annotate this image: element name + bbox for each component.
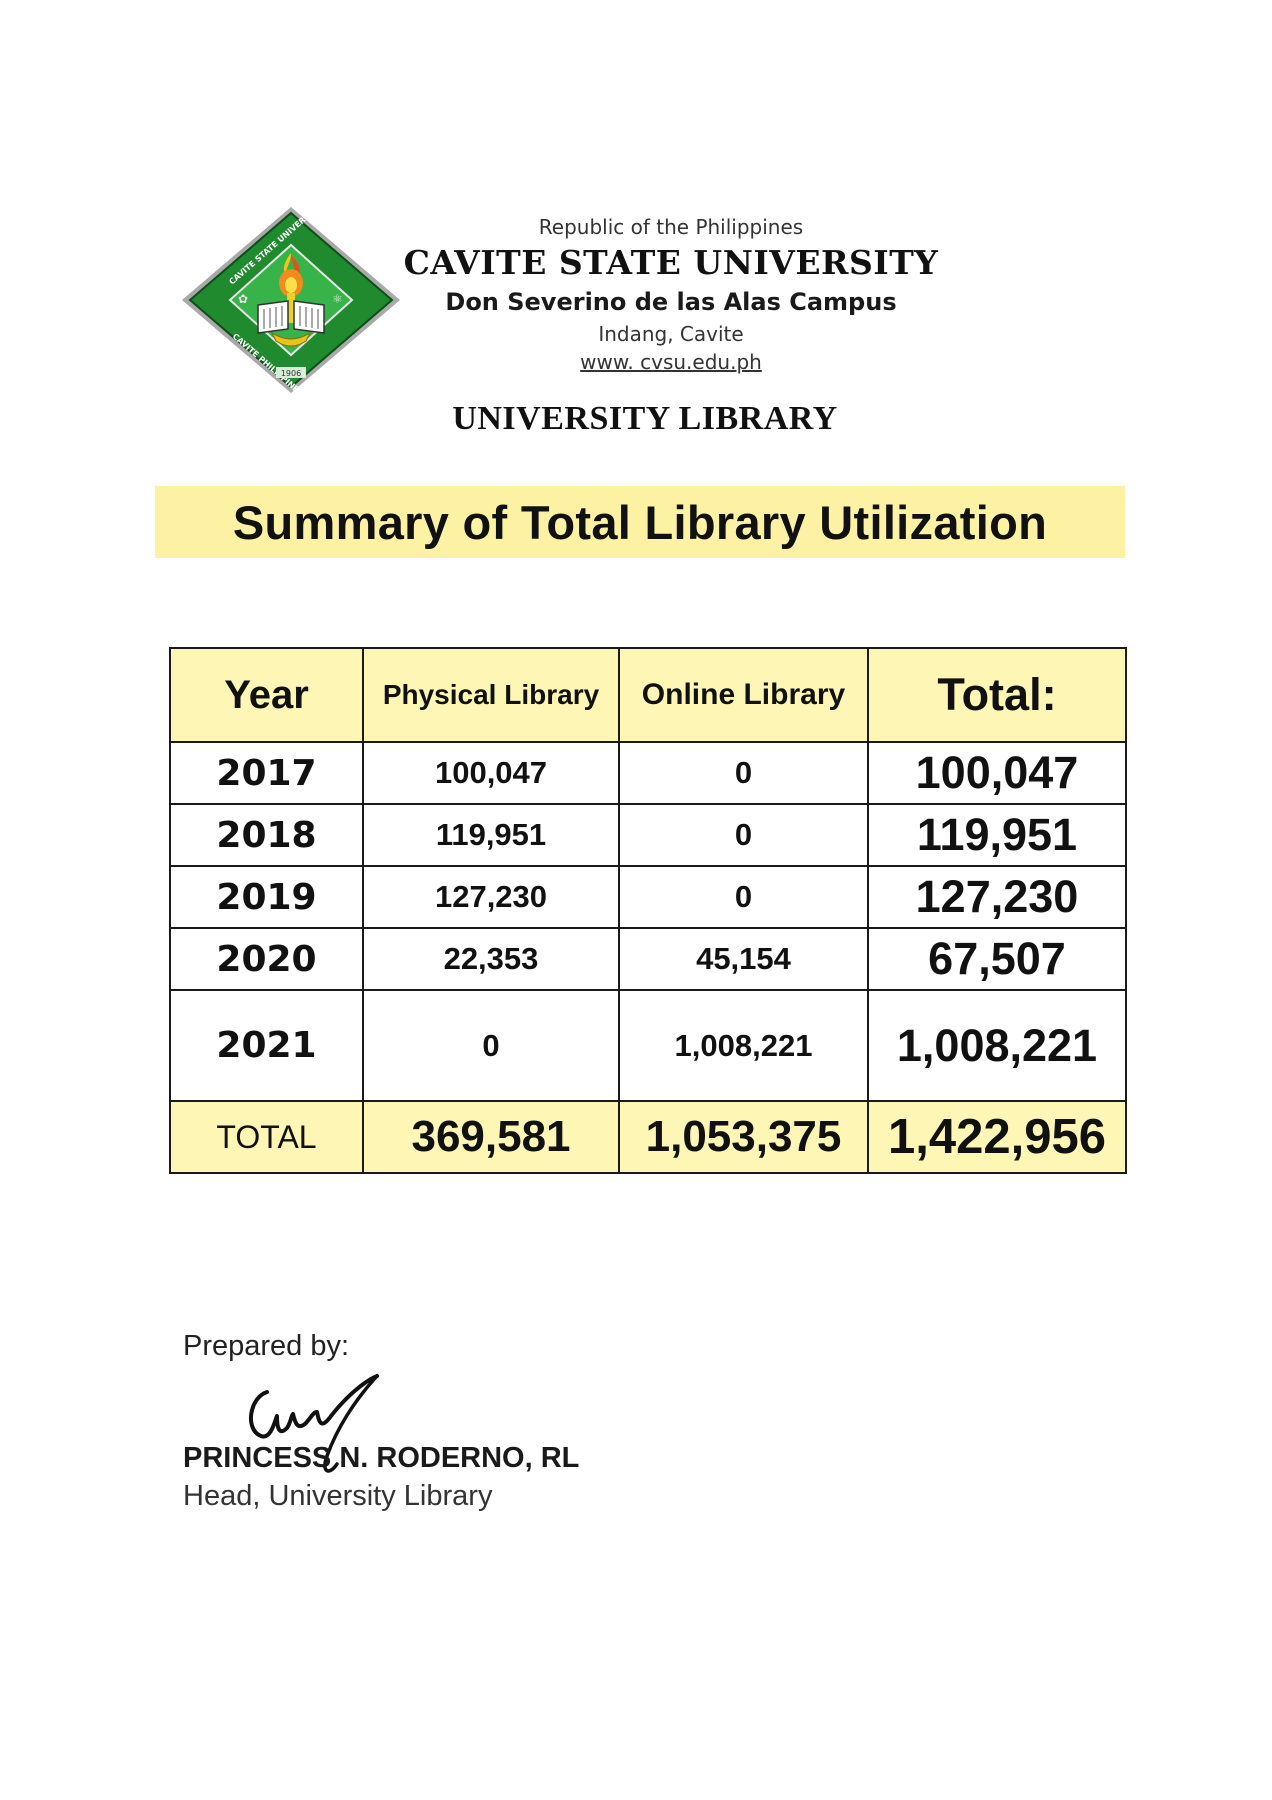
total-physical: 369,581 — [362, 1100, 620, 1174]
signature-block: Prepared by: PRINCESS N. RODERNO, RL Hea… — [183, 1330, 743, 1530]
cell-year: 2019 — [169, 865, 364, 929]
column-header-physical: Physical Library — [362, 647, 620, 743]
document-title: Summary of Total Library Utilization — [232, 495, 1048, 549]
svg-text:✿: ✿ — [238, 292, 248, 306]
svg-text:⚛: ⚛ — [332, 292, 343, 306]
university-name: CAVITE STATE UNIVERSITY — [403, 243, 939, 282]
letterhead: Republic of the Philippines CAVITE STATE… — [380, 212, 962, 376]
cell-year: 2020 — [169, 927, 364, 991]
column-header-year: Year — [169, 647, 364, 743]
table-row: 2018 119,951 0 119,951 — [169, 803, 1127, 867]
cell-total: 1,008,221 — [867, 989, 1127, 1102]
cell-physical: 100,047 — [362, 741, 620, 805]
table-row: 2019 127,230 0 127,230 — [169, 865, 1127, 929]
cell-online: 1,008,221 — [618, 989, 869, 1102]
cell-online: 45,154 — [618, 927, 869, 991]
handwritten-signature-icon — [248, 1374, 379, 1473]
table-row: 2020 22,353 45,154 67,507 — [169, 927, 1127, 991]
utilization-table: Year Physical Library Online Library Tot… — [169, 647, 1127, 1174]
cell-total: 100,047 — [867, 741, 1127, 805]
table-totals-row: TOTAL 369,581 1,053,375 1,422,956 — [169, 1100, 1127, 1174]
total-online: 1,053,375 — [618, 1100, 869, 1174]
signer-position: Head, University Library — [183, 1480, 493, 1512]
table-header-row: Year Physical Library Online Library Tot… — [169, 647, 1127, 743]
cell-total: 67,507 — [867, 927, 1127, 991]
website-link[interactable]: www. cvsu.edu.ph — [580, 350, 762, 374]
republic-line: Republic of the Philippines — [538, 215, 804, 239]
table-row: 2021 0 1,008,221 1,008,221 — [169, 989, 1127, 1102]
cell-total: 127,230 — [867, 865, 1127, 929]
cell-total: 119,951 — [867, 803, 1127, 867]
office-title: UNIVERSITY LIBRARY — [452, 400, 838, 437]
prepared-by-label: Prepared by: — [183, 1330, 350, 1362]
column-header-online: Online Library — [618, 647, 869, 743]
cell-physical: 127,230 — [362, 865, 620, 929]
cell-year: 2017 — [169, 741, 364, 805]
cell-online: 0 — [618, 865, 869, 929]
cell-physical: 22,353 — [362, 927, 620, 991]
cell-physical: 0 — [362, 989, 620, 1102]
column-header-total: Total: — [867, 647, 1127, 743]
cell-year: 2018 — [169, 803, 364, 867]
campus-location: Indang, Cavite — [598, 322, 744, 346]
seal-year: 1906 — [281, 369, 301, 378]
totals-label: TOTAL — [169, 1100, 364, 1174]
cell-year: 2021 — [169, 989, 364, 1102]
campus-name: Don Severino de las Alas Campus — [445, 288, 897, 316]
grand-total: 1,422,956 — [867, 1100, 1127, 1174]
cell-physical: 119,951 — [362, 803, 620, 867]
title-banner: Summary of Total Library Utilization — [155, 486, 1125, 558]
signer-name: PRINCESS N. RODERNO, RL — [183, 1442, 580, 1474]
table-row: 2017 100,047 0 100,047 — [169, 741, 1127, 805]
university-seal-icon: ✿ ⚛ CAVITE STATE UNIVERSITY CAVITE PHILI… — [182, 205, 400, 395]
cell-online: 0 — [618, 741, 869, 805]
cell-online: 0 — [618, 803, 869, 867]
